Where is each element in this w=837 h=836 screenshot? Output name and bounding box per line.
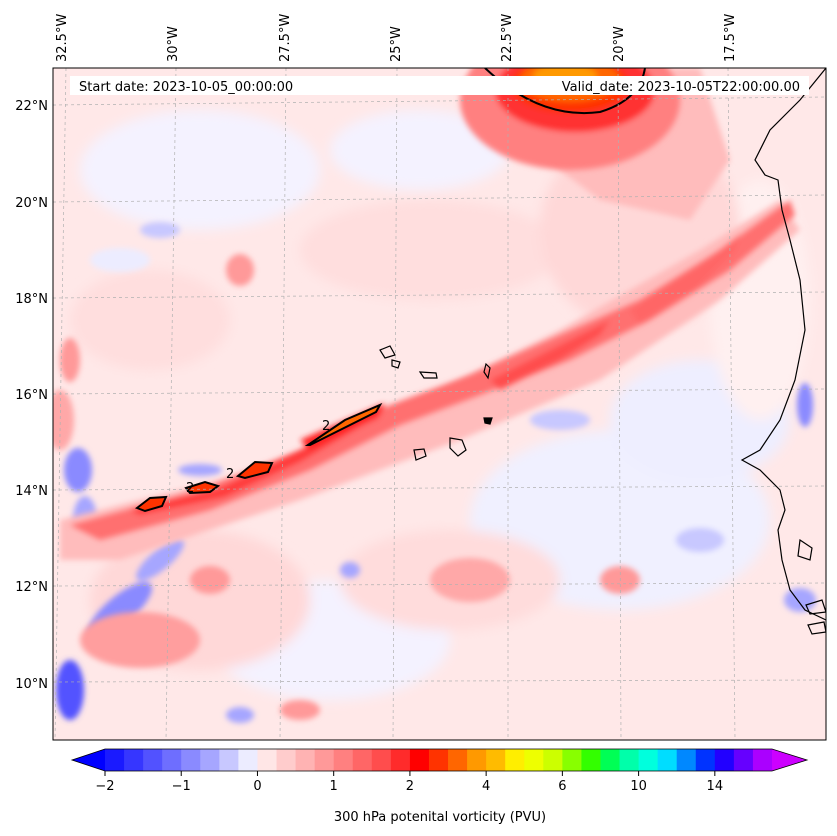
cape-verde-island xyxy=(418,371,438,379)
map-panel: 2 2 2 xyxy=(53,68,826,740)
colorbar-cell xyxy=(600,749,621,771)
colorbar-cell xyxy=(714,749,735,771)
colorbar-cell xyxy=(428,749,449,771)
colorbar-tick-label: −2 xyxy=(95,779,114,794)
colorbar-over-arrow xyxy=(772,749,807,771)
lat-label: 12°N xyxy=(15,580,48,595)
colorbar-cell xyxy=(295,749,316,771)
colorbar-cell xyxy=(638,749,659,771)
lon-label: 30°W xyxy=(166,26,181,62)
lon-label: 22.5°W xyxy=(500,14,515,62)
lon-label: 32.5°W xyxy=(55,14,70,62)
coastlines xyxy=(379,68,826,635)
contour-label: 2 xyxy=(186,481,194,496)
colorbar: −2 −1 0 1 2 4 6 10 14 300 hPa potenital vorticit… xyxy=(70,748,809,825)
colorbar-cell xyxy=(314,749,335,771)
colorbar-cell xyxy=(257,749,278,771)
colorbar-cell xyxy=(695,749,716,771)
lat-label: 10°N xyxy=(15,677,48,692)
cape-verde-island xyxy=(391,359,401,369)
colorbar-tick-label: −1 xyxy=(172,779,191,794)
start-date-text: Start date: 2023-10-05_00:00:00 xyxy=(79,80,293,95)
colorbar-cell xyxy=(562,749,582,771)
contour-streamer-3 xyxy=(184,480,221,495)
graticule xyxy=(53,68,826,740)
map-frame xyxy=(52,67,827,741)
colorbar-tick-label: 14 xyxy=(707,779,724,794)
colorbar-cell xyxy=(524,749,544,771)
colorbar-cell xyxy=(200,749,220,771)
lat-label: 20°N xyxy=(15,196,48,211)
colorbar-outline xyxy=(70,748,809,772)
colorbar-cell xyxy=(619,749,640,771)
pv-field-background xyxy=(70,110,810,700)
colorbar-under-arrow xyxy=(72,749,105,771)
colorbar-cell xyxy=(143,749,163,771)
coastal-island xyxy=(805,599,826,615)
valid-date-text: Valid_date: 2023-10-05T22:00:00.00 xyxy=(562,80,800,95)
colorbar-cell xyxy=(409,749,430,771)
colorbar-cell xyxy=(352,749,373,771)
colorbar-tick-label: 4 xyxy=(482,779,490,794)
cape-verde-island xyxy=(413,448,427,461)
longitude-labels: 32.5°W 30°W 27.5°W 25°W 22.5°W 20°W 17.5… xyxy=(55,14,738,62)
cape-verde-island xyxy=(483,362,491,380)
colorbar-cell xyxy=(105,749,125,771)
colorbar-cell xyxy=(505,749,525,771)
lat-label: 22°N xyxy=(15,99,48,114)
colorbar-cell xyxy=(276,749,297,771)
colorbar-cell xyxy=(390,749,411,771)
header-bar xyxy=(70,76,809,95)
colorbar-cell xyxy=(486,749,506,771)
colorbar-cell xyxy=(752,749,773,771)
contour-streamer-4 xyxy=(134,495,168,513)
colorbar-cell xyxy=(657,749,678,771)
colorbar-title: 300 hPa potenital vorticity (PVU) xyxy=(334,810,546,825)
africa-coastline xyxy=(740,68,826,621)
colorbar-cell xyxy=(333,749,354,771)
latitude-labels: 22°N 20°N 18°N 16°N 14°N 12°N 10°N xyxy=(15,99,48,692)
colorbar-cell xyxy=(543,749,563,771)
coastal-island xyxy=(797,538,813,561)
colorbar-cell xyxy=(448,749,468,771)
lon-label: 17.5°W xyxy=(723,14,738,62)
contour-label: 2 xyxy=(226,467,234,482)
colorbar-tick-label: 6 xyxy=(558,779,566,794)
cape-verde-island xyxy=(379,345,396,359)
contour-streamer-1 xyxy=(304,402,383,446)
colorbar-cells xyxy=(105,749,773,771)
colorbar-cell xyxy=(733,749,754,771)
colorbar-tick-label: 10 xyxy=(630,779,647,794)
colorbar-cell xyxy=(219,749,239,771)
colorbar-cell xyxy=(581,749,601,771)
lat-label: 16°N xyxy=(15,388,48,403)
contour-label: 2 xyxy=(322,419,330,434)
colorbar-cell xyxy=(676,749,697,771)
colorbar-tick-label: 0 xyxy=(253,779,261,794)
colorbar-cell xyxy=(467,749,487,771)
lat-label: 18°N xyxy=(15,292,48,307)
colorbar-cell xyxy=(124,749,144,771)
lon-label: 27.5°W xyxy=(278,14,293,62)
contour-streamer-2 xyxy=(235,460,274,480)
colorbar-cell xyxy=(162,749,182,771)
cape-verde-island xyxy=(483,417,493,425)
coastal-island xyxy=(807,621,826,635)
colorbar-cell xyxy=(371,749,392,771)
colorbar-cell xyxy=(238,749,258,771)
lon-label: 20°W xyxy=(612,26,627,62)
pv-upper-core xyxy=(460,68,680,170)
cape-verde-island xyxy=(449,437,467,457)
colorbar-tick-label: 2 xyxy=(406,779,414,794)
lon-label: 25°W xyxy=(389,26,404,62)
colorbar-ticks: −2 −1 0 1 2 4 6 10 14 xyxy=(70,748,809,794)
lat-label: 14°N xyxy=(15,484,48,499)
colorbar-cell xyxy=(181,749,201,771)
colorbar-tick-label: 1 xyxy=(330,779,338,794)
